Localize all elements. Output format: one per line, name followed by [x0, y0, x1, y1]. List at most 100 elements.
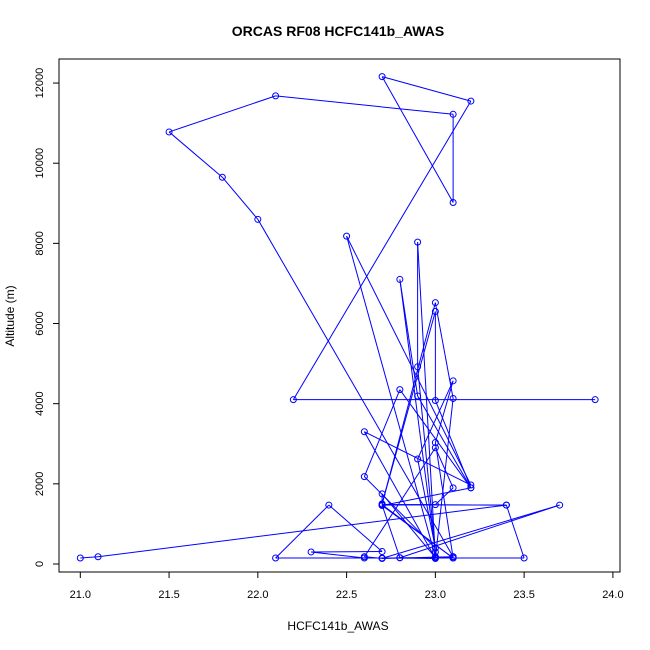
series-segment	[434, 380, 454, 443]
series-segment	[381, 302, 436, 504]
data-point	[431, 396, 439, 404]
data-point	[218, 173, 226, 181]
data-point	[414, 363, 422, 371]
data-point	[591, 396, 599, 404]
series-segment	[381, 76, 472, 102]
plot-border	[58, 58, 621, 573]
data-point	[378, 548, 386, 556]
x-axis: 21.0 21.5 22.0 22.5 23.0 23.5 24.0	[70, 571, 624, 601]
data-point	[360, 473, 368, 481]
data-point	[502, 501, 510, 509]
data-point	[431, 548, 439, 556]
series-segment	[257, 219, 454, 558]
data-point	[396, 386, 404, 394]
data-point	[467, 97, 475, 105]
data-point	[431, 444, 439, 452]
data-point	[431, 299, 439, 307]
series-segment	[505, 504, 525, 559]
series-segment	[168, 95, 276, 133]
series-segment	[399, 389, 472, 489]
series-segment	[328, 504, 383, 552]
series-segment	[417, 458, 436, 549]
series-segment	[381, 504, 401, 558]
x-tick-label: 23.5	[513, 589, 534, 601]
data-point	[449, 553, 457, 561]
data-point	[378, 73, 386, 81]
x-axis-label: HCFC141b_AWAS	[287, 619, 388, 633]
data-point	[414, 455, 422, 463]
series-segment	[399, 504, 560, 559]
y-tick-label: 0	[34, 561, 46, 567]
x-tick-label: 24.0	[602, 589, 623, 601]
y-tick-label: 4000	[34, 391, 46, 415]
chart-title: ORCAS RF08 HCFC141b_AWAS	[232, 23, 444, 39]
data-point	[431, 544, 439, 552]
y-tick-label: 12000	[34, 68, 46, 99]
data-point	[325, 501, 333, 509]
series-segment	[434, 442, 454, 559]
series-segment	[381, 76, 454, 203]
series-segment	[399, 279, 436, 553]
series-segment	[275, 95, 454, 115]
data-point	[378, 490, 386, 498]
y-tick-label: 6000	[34, 311, 46, 335]
data-point	[431, 307, 439, 315]
y-tick-label: 2000	[34, 472, 46, 496]
data-point	[431, 439, 439, 447]
y-axis: 0 2000 4000 6000 8000 10000 12000	[34, 68, 60, 567]
data-point	[414, 238, 422, 246]
series-segment	[434, 447, 454, 489]
x-tick-label: 21.0	[70, 589, 91, 601]
data-point	[449, 198, 457, 206]
series-segment	[346, 236, 436, 557]
data-point	[378, 500, 386, 508]
plot-frame	[58, 58, 621, 573]
y-tick-label: 10000	[34, 148, 46, 179]
data-point	[449, 377, 457, 385]
series-segment	[346, 235, 472, 486]
data-point	[165, 128, 173, 136]
series-segment	[381, 505, 454, 559]
series-segment	[311, 551, 365, 559]
data-point	[289, 396, 297, 404]
data-point	[76, 554, 84, 562]
data-point	[449, 110, 457, 118]
y-axis-label: Altitude (m)	[3, 285, 17, 346]
data-point	[360, 554, 368, 562]
x-tick-label: 22.0	[247, 589, 268, 601]
series-segment	[364, 476, 436, 549]
data-point	[343, 232, 351, 240]
data-point	[396, 275, 404, 283]
series-segment	[168, 131, 223, 178]
series-segment	[399, 279, 419, 397]
x-tick-label: 23.0	[425, 589, 446, 601]
series-segment	[275, 504, 330, 559]
data-point	[449, 484, 457, 492]
x-tick-label: 22.5	[336, 589, 357, 601]
series-segment	[221, 176, 259, 220]
data-point	[467, 481, 475, 489]
series-segment	[292, 100, 472, 400]
series-segment	[382, 487, 471, 506]
data-point	[431, 553, 439, 561]
series-segment	[434, 302, 454, 399]
series-segment	[417, 395, 472, 489]
series-segment	[363, 431, 436, 559]
data-point	[414, 392, 422, 400]
data-point	[254, 215, 262, 223]
x-tick-label: 21.5	[158, 589, 179, 601]
series-layer	[76, 73, 599, 562]
data-point	[449, 394, 457, 402]
data-point	[431, 501, 439, 509]
data-point	[467, 484, 475, 492]
data-point	[360, 428, 368, 436]
data-point	[272, 92, 280, 100]
data-point	[307, 548, 315, 556]
data-point	[396, 554, 404, 562]
series-segment	[417, 380, 454, 460]
data-point	[272, 554, 280, 562]
y-tick-label: 8000	[34, 231, 46, 255]
series-segment	[435, 487, 454, 506]
data-point	[556, 501, 564, 509]
